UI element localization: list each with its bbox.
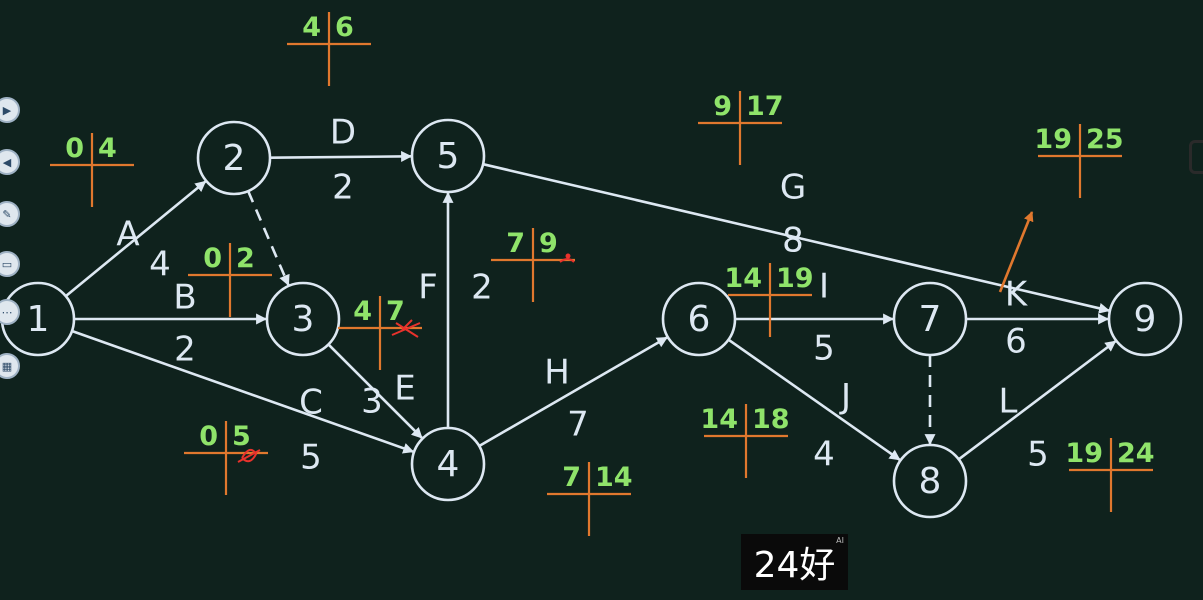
time-right-A: 4 — [98, 133, 117, 164]
node-circle-6 — [661, 281, 737, 357]
node-number-2: 2 — [223, 138, 246, 179]
node-circle-3 — [265, 281, 341, 357]
red-dot-mark — [565, 253, 571, 259]
pen-icon[interactable]: ✎ — [0, 201, 20, 227]
time-right-L: 24 — [1117, 438, 1155, 469]
activity-arrow-H — [478, 336, 668, 448]
play-icon[interactable]: ▶ — [0, 97, 20, 123]
activity-duration-B: 2 — [174, 330, 196, 370]
time-right-H: 14 — [595, 462, 633, 493]
activity-arrow-D — [269, 150, 413, 162]
time-right-D: 6 — [335, 12, 354, 43]
node-circle-7 — [892, 281, 968, 357]
activity-arrow-E — [327, 343, 423, 439]
time-left-C: 0 — [199, 421, 218, 452]
node-number-8: 8 — [919, 461, 942, 502]
activity-duration-E: 3 — [361, 382, 383, 422]
time-right-C: 5 — [232, 421, 251, 452]
node-number-7: 7 — [919, 299, 942, 340]
activity-duration-L: 5 — [1027, 435, 1049, 475]
time-left-H: 7 — [562, 462, 581, 493]
node-number-9: 9 — [1134, 299, 1157, 340]
activity-label-B: B — [173, 278, 196, 318]
back-icon[interactable]: ◀ — [0, 149, 20, 175]
time-right-J: 18 — [752, 404, 790, 435]
activity-label-F: F — [418, 268, 438, 308]
activity-duration-A: 4 — [149, 245, 171, 285]
activity-arrow-G — [482, 162, 1111, 314]
node-circle-5 — [410, 118, 486, 194]
activity-label-G: G — [780, 168, 806, 208]
side-toolbar: ▶ ◀ ✎ ▭ ⋯ ▦ — [0, 95, 22, 395]
time-left-B: 0 — [203, 243, 222, 274]
node-circle-2 — [196, 120, 272, 196]
activity-label-L: L — [999, 382, 1018, 422]
time-right-F: 9 — [539, 228, 558, 259]
activity-duration-C: 5 — [300, 438, 322, 478]
red-scribble-mark — [391, 319, 421, 338]
node-number-1: 1 — [27, 299, 50, 340]
activity-duration-D: 2 — [332, 168, 354, 208]
activity-duration-I: 5 — [813, 329, 835, 369]
time-left-J: 14 — [700, 404, 738, 435]
activity-label-H: H — [544, 353, 570, 393]
time-left-G: 9 — [713, 91, 732, 122]
activity-duration-G: 8 — [782, 221, 804, 261]
node-number-5: 5 — [437, 136, 460, 177]
time-left-A: 0 — [65, 133, 84, 164]
annotation-arrow — [998, 211, 1034, 293]
activity-arrow-L — [957, 340, 1117, 461]
activity-arrow-A — [64, 180, 207, 298]
node-circle-8 — [892, 443, 968, 519]
activity-label-A: A — [116, 215, 139, 255]
time-right-G: 17 — [746, 91, 784, 122]
glasses-icon — [1189, 140, 1203, 174]
activity-label-D: D — [330, 113, 356, 153]
activity-duration-J: 4 — [813, 435, 835, 475]
node-number-6: 6 — [688, 299, 711, 340]
activity-duration-F: 2 — [471, 268, 493, 308]
screen-icon[interactable]: ▭ — [0, 251, 20, 277]
time-left-I: 14 — [724, 263, 762, 294]
node-circle-9 — [1107, 281, 1183, 357]
time-left-D: 4 — [302, 12, 321, 43]
activity-duration-K: 6 — [1005, 322, 1027, 362]
time-right-I: 19 — [776, 263, 814, 294]
more-icon[interactable]: ⋯ — [0, 299, 20, 325]
grid-icon[interactable]: ▦ — [0, 353, 20, 379]
time-left-L: 19 — [1065, 438, 1103, 469]
activity-label-E: E — [394, 369, 415, 409]
activity-label-K: K — [1005, 275, 1029, 315]
activity-label-J: J — [839, 377, 851, 417]
activity-arrow-J — [727, 338, 901, 461]
time-left-E: 4 — [353, 296, 372, 327]
activity-label-C: C — [299, 383, 323, 423]
activity-duration-H: 7 — [567, 405, 589, 445]
subtitle-caption: 24好 AI — [741, 534, 848, 590]
activity-arrow-C — [71, 329, 415, 454]
time-right-B: 2 — [236, 243, 255, 274]
time-left-K: 19 — [1034, 124, 1072, 155]
node-circle-4 — [410, 426, 486, 502]
red-scribble-mark — [237, 448, 261, 463]
node-number-3: 3 — [292, 299, 315, 340]
time-right-K: 25 — [1086, 124, 1124, 155]
time-right-E: 7 — [386, 296, 405, 327]
red-scribble-mark — [559, 258, 575, 263]
subtitle-text: 24好 — [753, 545, 836, 586]
time-left-F: 7 — [506, 228, 525, 259]
activity-label-I: I — [819, 267, 829, 307]
ai-tag: AI — [836, 536, 844, 545]
node-number-4: 4 — [437, 444, 460, 485]
dummy-arrow-2-3 — [246, 190, 290, 287]
